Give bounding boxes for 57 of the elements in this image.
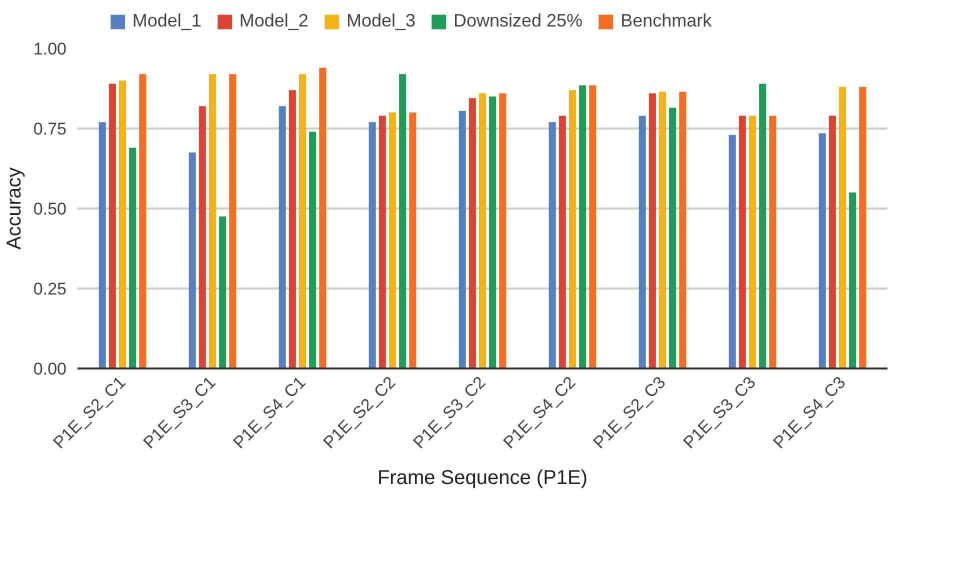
legend-label: Model_3 [346, 10, 416, 32]
bar [468, 98, 476, 368]
bar [309, 132, 316, 368]
x-axis-title: Frame Sequence (P1E) [377, 467, 588, 490]
bar [458, 110, 466, 368]
bar [489, 96, 496, 368]
legend-label: Benchmark [620, 10, 712, 32]
bar [748, 116, 756, 368]
y-tick-label: 0.25 [33, 280, 67, 298]
bar [118, 80, 126, 368]
bar [568, 90, 576, 368]
bar [679, 92, 686, 368]
bar [188, 152, 196, 368]
bar [499, 93, 506, 368]
y-tick-label: 0.75 [33, 120, 67, 138]
bar [558, 116, 566, 368]
bar [409, 112, 416, 368]
bar [288, 90, 296, 368]
bar [849, 192, 856, 368]
bar [478, 93, 486, 368]
bar [638, 116, 646, 368]
bar [838, 86, 846, 368]
bar [278, 106, 286, 368]
bar [198, 106, 206, 368]
bar [818, 133, 826, 368]
bar [108, 84, 116, 368]
bar [728, 134, 736, 368]
bar [129, 148, 136, 368]
bar [399, 74, 406, 368]
bar [669, 108, 676, 368]
bar [769, 116, 776, 368]
bar [139, 74, 146, 368]
bar [648, 93, 656, 368]
bar [548, 122, 556, 368]
bar [219, 216, 226, 368]
bar [368, 122, 376, 368]
bar [658, 92, 666, 368]
y-axis-title: Accuracy [3, 167, 26, 250]
legend-label: Model_2 [239, 10, 308, 32]
bar [579, 85, 586, 368]
legend-label: Downsized 25% [453, 10, 583, 32]
legend-label: Model_1 [132, 10, 202, 32]
bar [208, 74, 216, 368]
bar [859, 86, 866, 368]
bar [388, 112, 396, 368]
bar [378, 116, 386, 368]
y-tick-label: 0.00 [33, 360, 67, 378]
bar [589, 85, 596, 368]
y-tick-label: 1.00 [33, 40, 67, 58]
bar [738, 116, 746, 368]
bar [98, 122, 106, 368]
bar [298, 74, 306, 368]
y-tick-label: 0.50 [33, 200, 67, 218]
bar [759, 84, 766, 368]
bar [319, 68, 326, 368]
bar [229, 74, 236, 368]
bar [828, 116, 836, 368]
